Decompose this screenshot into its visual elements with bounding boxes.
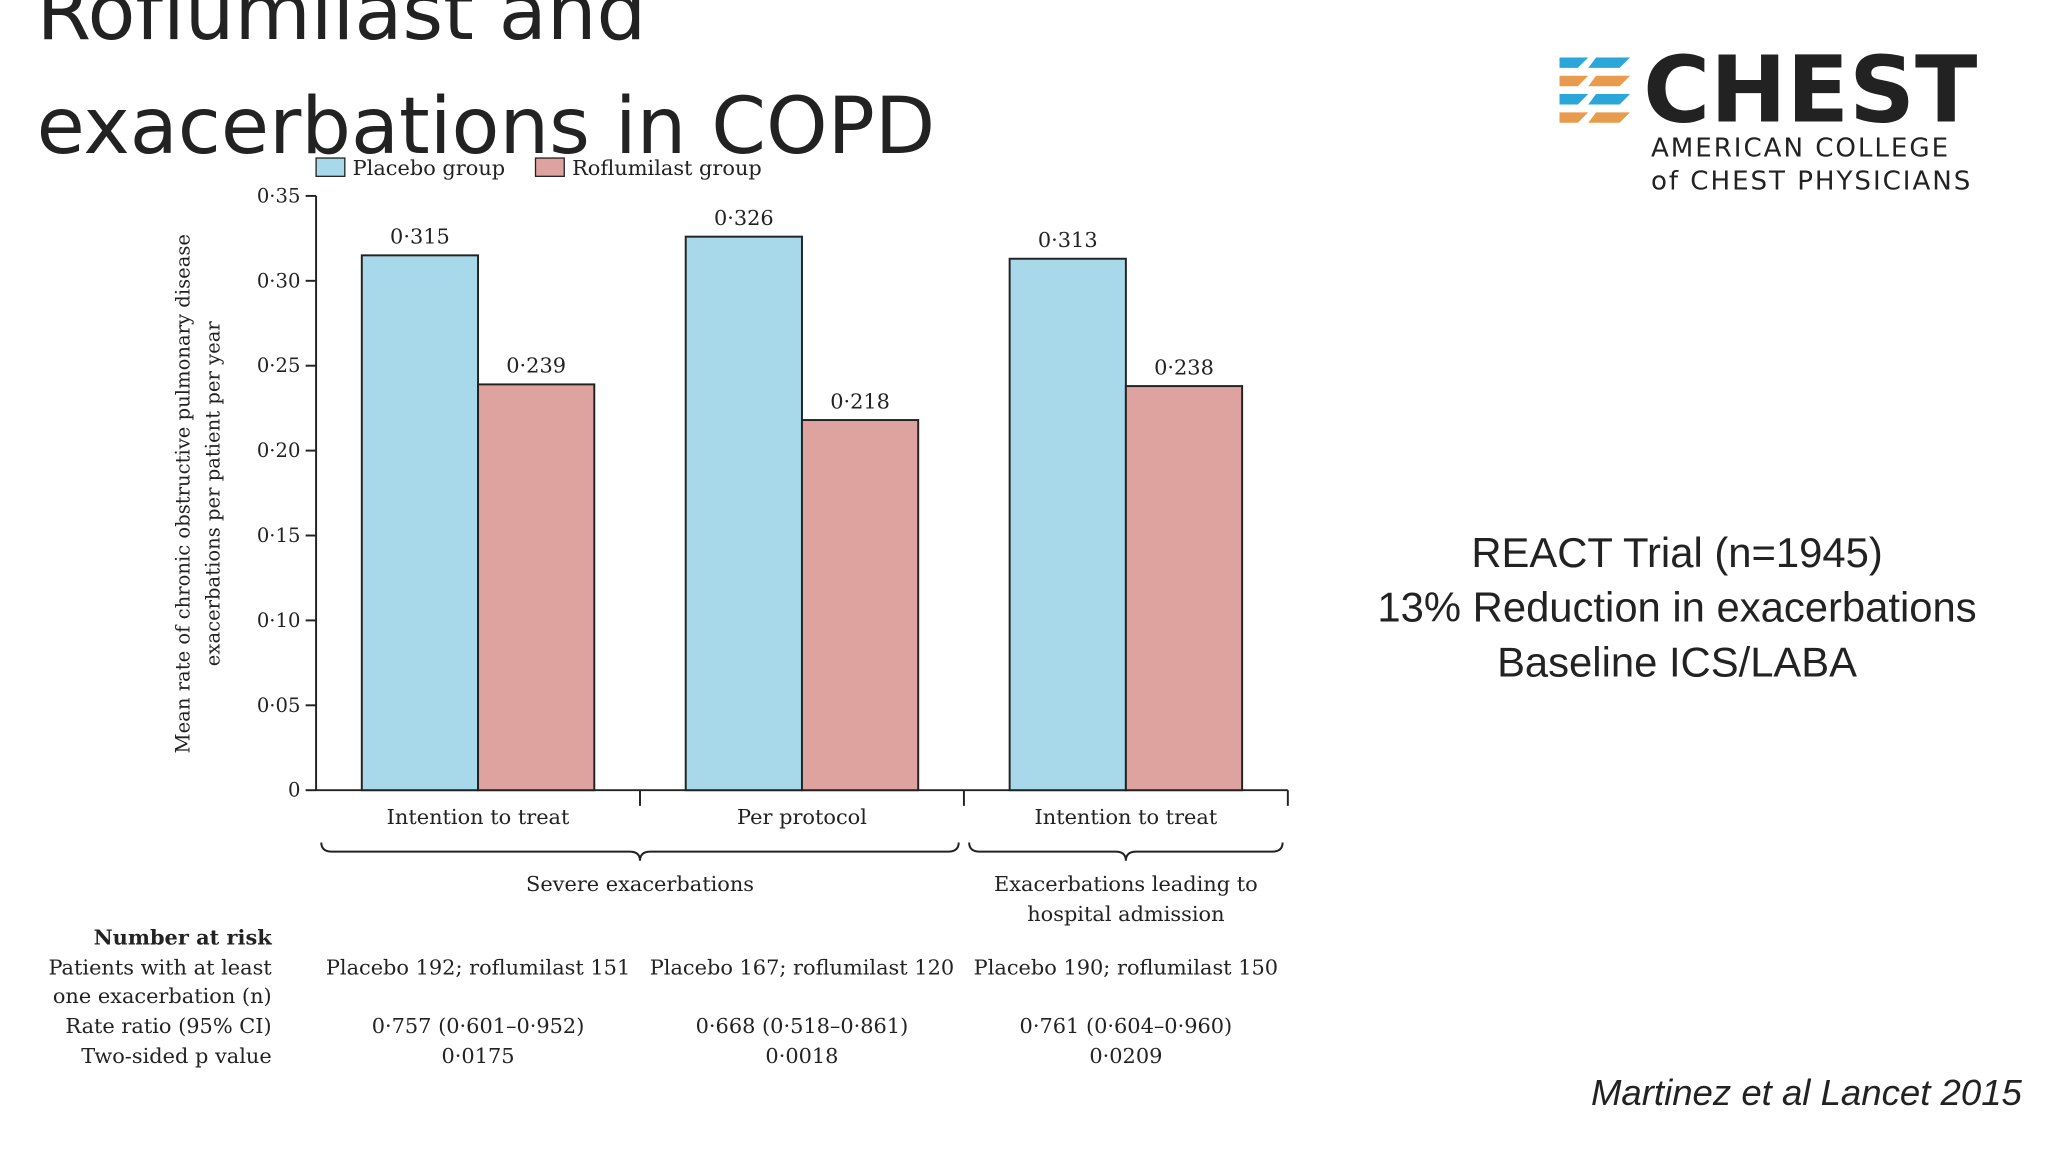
citation: Martinez et al Lancet 2015	[1591, 1072, 2023, 1113]
value-label: 0·313	[1038, 228, 1098, 252]
bar	[360, 254, 480, 792]
y-axis-label: Mean rate of chronic obstructive pulmona…	[171, 234, 194, 753]
table-cell: 0·0018	[765, 1044, 838, 1068]
bar	[477, 383, 596, 792]
logo-mark	[1559, 57, 1631, 123]
y-tick-label: 0·35	[257, 184, 301, 207]
table-cell: 0·757 (0·601–0·952)	[372, 1014, 585, 1038]
bar	[800, 419, 920, 792]
y-tick-label: 0·10	[257, 609, 301, 632]
note: 13% Reduction in exacerbations	[1377, 584, 1976, 631]
y-tick-label: 0·30	[257, 269, 301, 292]
group-label: Severe exacerbations	[526, 872, 754, 896]
table-cell: 0·0175	[442, 1044, 515, 1068]
table-cell: 0·761 (0·604–0·960)	[1020, 1014, 1233, 1038]
legend-swatch	[534, 157, 565, 177]
legend-label: Roflumilast group	[572, 156, 762, 180]
row-label: Rate ratio (95% CI)	[65, 1014, 271, 1038]
group-brace	[968, 842, 1284, 861]
x-tick-label: Intention to treat	[1035, 805, 1218, 829]
note: Baseline ICS/LABA	[1497, 639, 1857, 686]
x-tick-label: Intention to treat	[387, 805, 570, 829]
y-tick-label: 0·25	[257, 354, 301, 377]
slide-title: Roflumilast and	[37, 0, 647, 58]
table-cell: 0·668 (0·518–0·861)	[696, 1014, 909, 1038]
y-tick-label: 0·20	[257, 439, 301, 462]
legend-swatch	[315, 157, 346, 177]
bar	[1008, 257, 1127, 792]
y-tick-label: 0·15	[257, 524, 301, 547]
row-label: Patients with at least	[48, 955, 272, 979]
group-label: hospital admission	[1027, 902, 1224, 926]
value-label: 0·218	[830, 389, 890, 413]
table-cell: Placebo 167; roflumilast 120	[650, 955, 954, 979]
value-label: 0·239	[506, 354, 566, 378]
value-label: 0·238	[1154, 355, 1214, 379]
table-header: Number at risk	[94, 924, 273, 949]
bar	[1124, 385, 1244, 792]
table-cell: Placebo 190; roflumilast 150	[974, 955, 1278, 979]
group-label: Exacerbations leading to	[994, 872, 1258, 896]
row-label: one exacerbation (n)	[53, 984, 272, 1008]
group-brace	[320, 842, 960, 861]
legend-label: Placebo group	[353, 156, 506, 180]
x-tick-label: Per protocol	[737, 805, 867, 829]
logo-line: of CHEST PHYSICIANS	[1651, 166, 1972, 196]
logo-line: AMERICAN COLLEGE	[1651, 134, 1950, 164]
table-cell: 0·0209	[1089, 1044, 1162, 1068]
logo-name: CHEST	[1643, 36, 1977, 143]
y-tick-label: 0	[288, 779, 300, 802]
y-axis-label: exacerbations per patient per year	[201, 321, 224, 667]
bar	[684, 235, 803, 792]
table-cell: Placebo 192; roflumilast 151	[326, 955, 630, 979]
note: REACT Trial (n=1945)	[1471, 529, 1882, 576]
y-tick-label: 0·05	[257, 694, 301, 717]
row-label: Two-sided p value	[81, 1044, 271, 1068]
slide-title: exacerbations in COPD	[37, 81, 936, 172]
value-label: 0·326	[714, 206, 774, 230]
value-label: 0·315	[390, 225, 450, 249]
